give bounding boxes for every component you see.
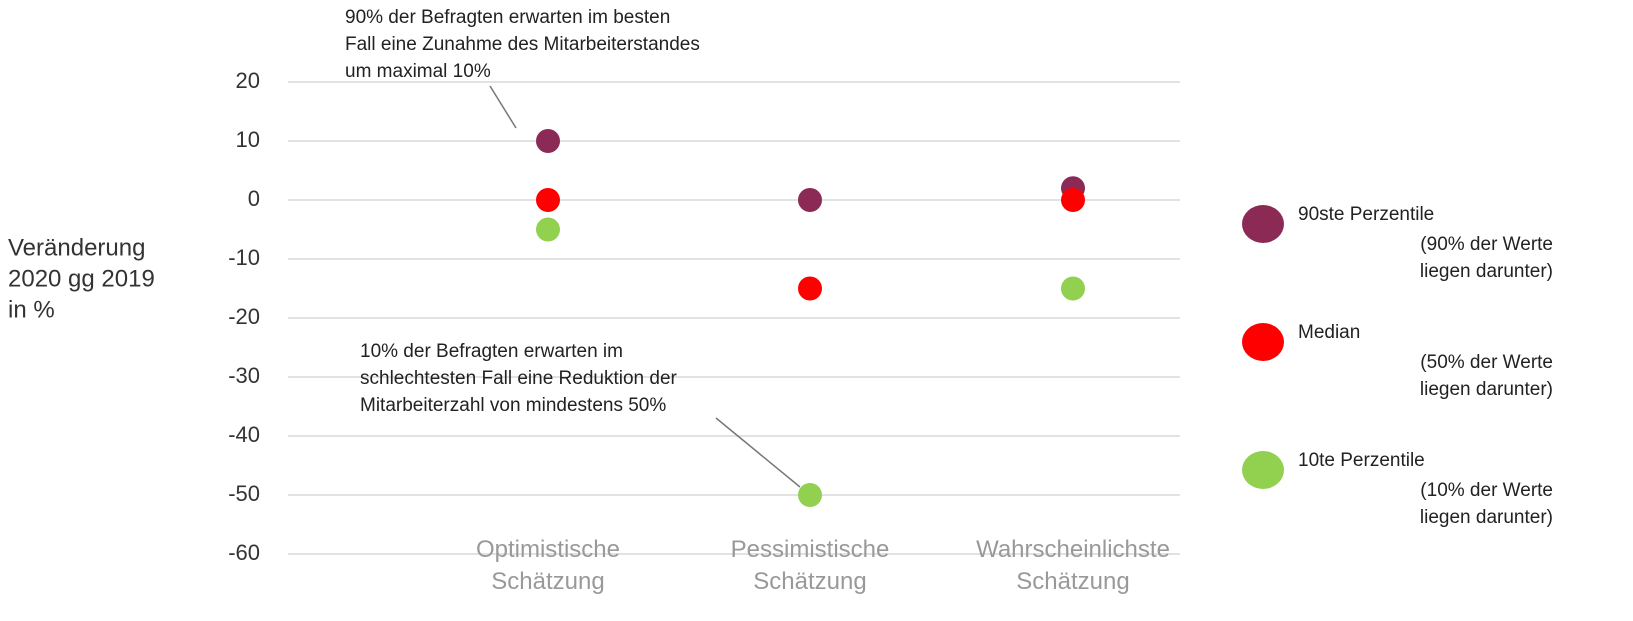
y-tick-label: -50 xyxy=(228,481,260,506)
legend-note: liegen darunter) xyxy=(1420,261,1553,282)
x-tick-label: Wahrscheinlichste Schätzung xyxy=(976,536,1170,595)
legend-label: 90ste Perzentile xyxy=(1298,204,1434,225)
legend-note: liegen darunter) xyxy=(1420,379,1553,400)
dot xyxy=(798,483,822,507)
dot xyxy=(536,188,560,212)
x-tick-label: Optimistische Schätzung xyxy=(476,536,620,595)
legend-note: (50% der Werte xyxy=(1420,352,1553,373)
y-tick-label: 10 xyxy=(236,127,260,152)
legend-marker xyxy=(1242,451,1284,489)
y-axis-label: Veränderung xyxy=(8,234,145,261)
y-tick-label: -10 xyxy=(228,245,260,270)
legend-note: (10% der Werte xyxy=(1420,480,1553,501)
annotation: Fall eine Zunahme des Mitarbeiterstandes xyxy=(345,34,700,55)
legend-label: Median xyxy=(1298,322,1360,343)
x-tick-label: Pessimistische Schätzung xyxy=(731,536,890,595)
y-tick-label: 0 xyxy=(248,186,260,211)
dot xyxy=(798,276,822,301)
dot xyxy=(1061,188,1085,212)
y-tick-label: -60 xyxy=(228,540,260,565)
dot xyxy=(798,188,822,212)
annotation-leader xyxy=(489,85,517,129)
y-axis-label: 2020 gg 2019 xyxy=(8,265,155,292)
annotation: Mitarbeiterzahl von mindestens 50% xyxy=(360,395,666,416)
annotation: 10% der Befragten erwarten im xyxy=(360,341,623,362)
legend-note: liegen darunter) xyxy=(1420,507,1553,528)
y-axis-label: in % xyxy=(8,296,55,323)
legend-marker xyxy=(1242,205,1284,243)
dot xyxy=(536,129,560,153)
y-tick-label: 20 xyxy=(236,68,260,93)
dot xyxy=(1061,276,1085,301)
annotation: 90% der Befragten erwarten im besten xyxy=(345,7,670,28)
annotation: schlechtesten Fall eine Reduktion der xyxy=(360,368,678,389)
y-tick-label: -20 xyxy=(228,304,260,329)
annotation-leader xyxy=(715,417,801,488)
y-tick-label: -40 xyxy=(228,422,260,447)
legend-note: (90% der Werte xyxy=(1420,234,1553,255)
legend-label: 10te Perzentile xyxy=(1298,450,1425,471)
dot xyxy=(536,217,560,242)
y-tick-label: -30 xyxy=(228,363,260,388)
annotation: um maximal 10% xyxy=(345,61,491,82)
legend-marker xyxy=(1242,323,1284,361)
